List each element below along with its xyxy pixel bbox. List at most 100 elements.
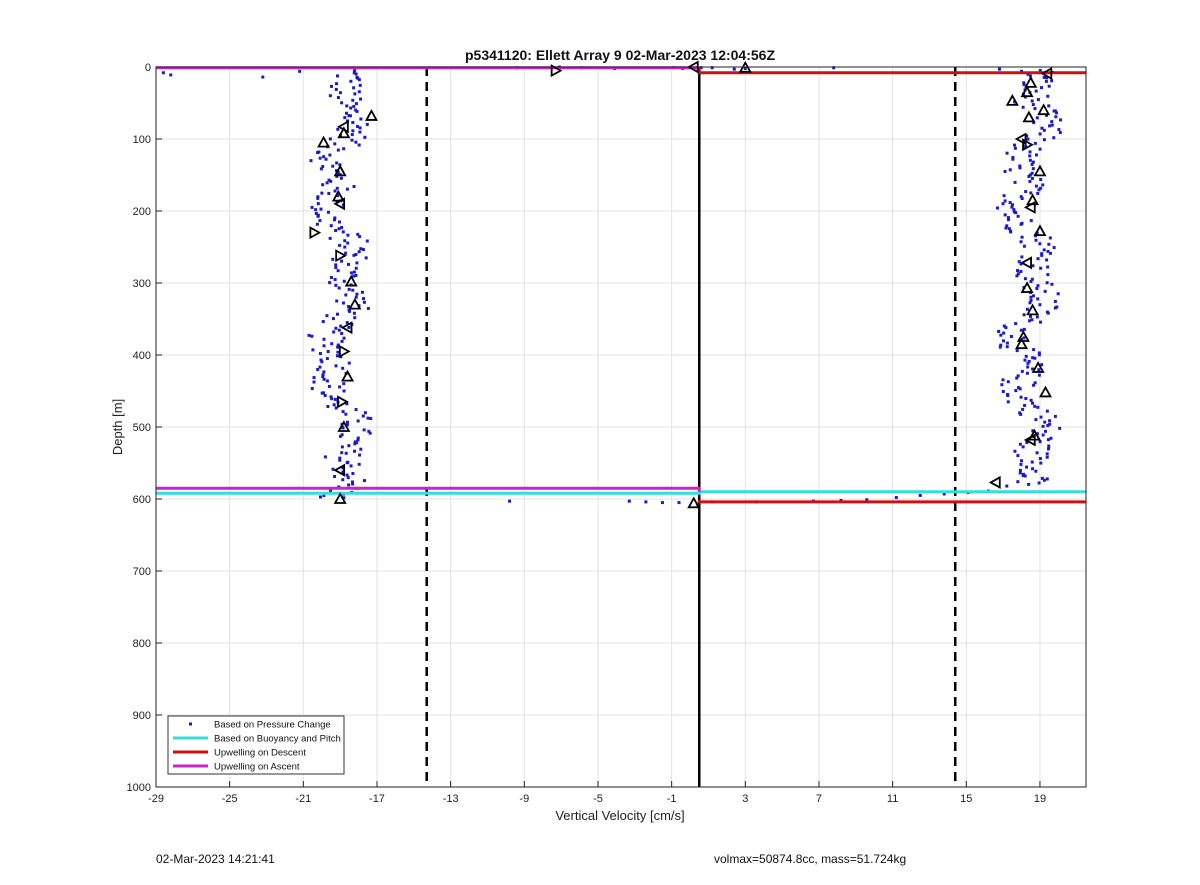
pressure-change-point [1018, 164, 1022, 168]
pressure-change-point [1021, 105, 1025, 109]
pressure-change-point [1046, 265, 1050, 269]
pressure-change-point [1028, 319, 1032, 323]
pressure-change-point [352, 270, 356, 274]
pressure-change-point [998, 345, 1002, 349]
pressure-change-point [359, 247, 363, 251]
pressure-change-point [361, 414, 365, 418]
pressure-change-point [347, 287, 351, 291]
pressure-change-point [338, 385, 342, 389]
pressure-change-point [342, 147, 346, 151]
pressure-change-point [1031, 429, 1035, 433]
pressure-change-point [1005, 224, 1009, 228]
pressure-change-point [1035, 315, 1039, 319]
pressure-change-point [1022, 313, 1026, 317]
triangle-marker [1020, 256, 1032, 270]
pressure-change-point [344, 111, 348, 115]
pressure-change-point [319, 167, 323, 171]
pressure-change-point [1008, 168, 1012, 172]
pressure-change-point [355, 441, 359, 445]
triangle-marker [1014, 132, 1027, 146]
pressure-change-point [350, 133, 354, 137]
pressure-change-point [1010, 205, 1014, 209]
pressure-change-point [336, 269, 340, 273]
pressure-change-point [339, 176, 343, 180]
pressure-change-point [351, 471, 355, 475]
pressure-change-point [1043, 420, 1047, 424]
pressure-change-point [325, 181, 329, 185]
pressure-change-point [1025, 441, 1029, 445]
pressure-change-point [1042, 248, 1046, 252]
pressure-change-point [322, 377, 326, 381]
pressure-change-point [1001, 389, 1005, 393]
pressure-change-point [341, 466, 345, 470]
pressure-change-point [1023, 358, 1027, 362]
pressure-change-point [311, 348, 315, 352]
chart-title: p5341120: Ellett Array 9 02-Mar-2023 12:… [465, 47, 775, 63]
pressure-change-point [1031, 103, 1035, 107]
pressure-change-point [345, 423, 349, 427]
pressure-change-point [1016, 269, 1020, 273]
pressure-change-point [1028, 154, 1032, 158]
pressure-change-point [1020, 197, 1024, 201]
x-tick-label: -1 [667, 793, 677, 805]
pressure-change-point [334, 87, 338, 91]
pressure-change-point [1026, 361, 1030, 365]
pressure-change-point [1016, 272, 1020, 276]
pressure-change-point [1053, 414, 1057, 418]
pressure-change-point [354, 102, 358, 106]
pressure-change-point [340, 331, 344, 335]
pressure-change-point [309, 159, 313, 163]
pressure-change-point [1019, 462, 1023, 466]
pressure-change-point [1034, 469, 1038, 473]
pressure-change-point [341, 470, 345, 474]
pressure-change-point [349, 271, 353, 275]
pressure-change-point [327, 191, 331, 195]
pressure-change-point [1031, 356, 1035, 360]
pressure-change-point [1033, 141, 1037, 145]
pressure-change-point [1031, 167, 1035, 171]
pressure-change-point [1019, 262, 1023, 266]
pressure-change-point [357, 78, 361, 82]
pressure-change-point [367, 429, 371, 433]
pressure-change-point [352, 104, 356, 108]
pressure-change-point [1003, 169, 1007, 173]
pressure-change-point [352, 86, 356, 90]
pressure-change-point [1038, 303, 1042, 307]
pressure-change-point [329, 84, 333, 88]
pressure-change-point [312, 380, 316, 384]
pressure-change-point [335, 174, 339, 178]
pressure-change-point [333, 277, 337, 281]
pressure-change-point [332, 218, 336, 222]
pressure-change-point [1004, 326, 1008, 330]
pressure-change-point [345, 461, 349, 465]
pressure-change-point [1002, 194, 1006, 198]
pressure-change-point [352, 274, 356, 278]
pressure-change-point [1020, 369, 1024, 373]
pressure-change-point [1029, 191, 1033, 195]
pressure-change-point [1045, 455, 1049, 459]
pressure-change-point [338, 243, 342, 247]
triangle-marker [336, 120, 349, 134]
pressure-change-point [1052, 136, 1056, 140]
pressure-change-point [318, 352, 322, 356]
pressure-change-point [321, 183, 325, 187]
triangle-marker [337, 395, 349, 409]
pressure-change-point [1020, 235, 1024, 239]
pressure-change-point [1041, 183, 1045, 187]
pressure-change-point [359, 447, 363, 451]
pressure-change-point [660, 501, 664, 505]
triangle-marker [1023, 200, 1036, 214]
pressure-change-point [358, 235, 362, 239]
pressure-change-point [333, 189, 337, 193]
pressure-change-point [1036, 191, 1040, 195]
x-tick-label: -5 [593, 793, 603, 805]
pressure-change-point [1016, 480, 1020, 484]
pressure-change-point [1033, 404, 1037, 408]
pressure-change-point [1048, 124, 1052, 128]
pressure-change-point [354, 253, 358, 257]
legend-label: Based on Buoyancy and Pitch [214, 734, 341, 745]
pressure-change-point [341, 301, 345, 305]
triangle-marker [1026, 303, 1040, 316]
plot-area: -29 -25 -21 -17 -13 -9 -5 -1 3 7 11 15 1901002003004… [127, 60, 1087, 805]
